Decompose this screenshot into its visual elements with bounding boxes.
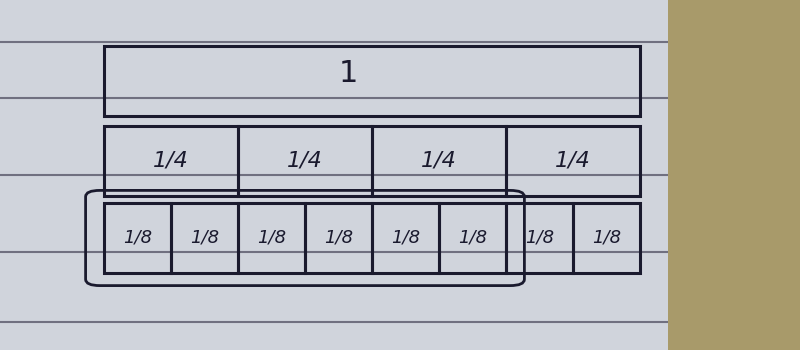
Bar	[506, 203, 573, 273]
Text: 1/4: 1/4	[287, 151, 323, 171]
Bar	[104, 126, 238, 196]
Bar	[104, 203, 171, 273]
Text: 1/4: 1/4	[555, 151, 591, 171]
Bar	[372, 203, 439, 273]
Text: 1/8: 1/8	[257, 229, 286, 247]
Text: 1: 1	[338, 59, 358, 88]
Text: 1/8: 1/8	[324, 229, 353, 247]
Bar	[238, 126, 372, 196]
Text: 1/4: 1/4	[153, 151, 189, 171]
Bar	[104, 46, 640, 116]
Text: 1/8: 1/8	[525, 229, 554, 247]
Text: 1/8: 1/8	[190, 229, 219, 247]
Text: 1/8: 1/8	[391, 229, 420, 247]
Bar	[573, 203, 640, 273]
Text: 1/8: 1/8	[592, 229, 621, 247]
Bar	[171, 203, 238, 273]
Bar	[506, 126, 640, 196]
Bar	[372, 126, 506, 196]
Bar	[305, 203, 372, 273]
Bar	[238, 203, 305, 273]
Text: 1/8: 1/8	[458, 229, 487, 247]
Bar	[439, 203, 506, 273]
Text: 1/8: 1/8	[123, 229, 152, 247]
Text: 1/4: 1/4	[421, 151, 457, 171]
Bar	[668, 0, 800, 350]
